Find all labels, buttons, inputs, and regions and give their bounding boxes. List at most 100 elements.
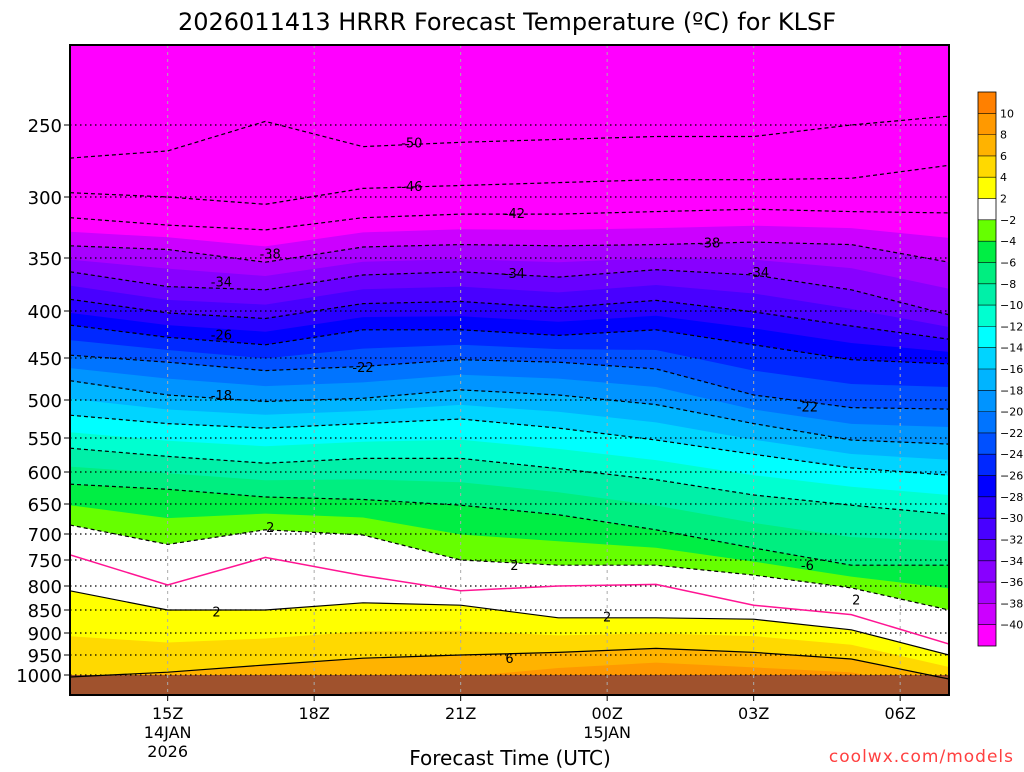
isotherm--14 — [70, 414, 949, 476]
x-tick-label: 15Z — [152, 704, 183, 723]
y-tick-label: 250 — [28, 116, 62, 137]
contour-label: -46 — [401, 180, 422, 195]
x-tick-date-label: 15JAN — [583, 723, 631, 742]
isotherm--22 — [70, 354, 949, 410]
colorbar-swatch — [978, 113, 996, 135]
colorbar-swatch — [978, 262, 996, 284]
colorbar-swatch — [978, 177, 996, 199]
y-tick-label: 350 — [28, 249, 62, 270]
contour-label: 2 — [266, 521, 274, 536]
grid-lines — [70, 45, 949, 695]
colorbar-swatch — [978, 92, 996, 114]
isotherm--6 — [70, 483, 949, 566]
colorbar-swatch — [978, 539, 996, 561]
colorbar-swatch — [978, 432, 996, 455]
isotherm--34 — [70, 269, 949, 316]
x-tick-label: 06Z — [885, 704, 916, 723]
y-tick-label: 300 — [28, 188, 62, 209]
colorbar-label: −40 — [1000, 619, 1023, 632]
isotherm--30 — [70, 298, 949, 340]
colorbar-swatch — [978, 454, 996, 476]
y-tick-label: 650 — [28, 495, 62, 516]
colorbar-label: 2 — [1000, 193, 1007, 206]
colorbar-swatch — [978, 347, 996, 369]
contour-label: -34 — [504, 267, 525, 282]
x-tick-label: 00Z — [592, 704, 623, 723]
freezing-line — [70, 554, 949, 645]
chart-title: 2026011413 HRRR Forecast Temperature (ºC… — [178, 8, 836, 36]
colorbar-swatch — [978, 582, 996, 604]
y-tick-label: 1000 — [16, 666, 62, 687]
colorbar-swatch — [978, 155, 996, 178]
colorbar-label: −28 — [1000, 491, 1023, 504]
isotherm--10 — [70, 447, 949, 515]
colorbar-label: 8 — [1000, 129, 1007, 142]
x-axis-label: Forecast Time (UTC) — [409, 746, 611, 768]
colorbar-label: −8 — [1000, 278, 1016, 291]
isotherm-contours — [70, 115, 949, 680]
colorbar-swatch — [978, 603, 996, 625]
isotherm-2 — [70, 590, 949, 656]
contour-label: -38 — [260, 247, 281, 262]
colorbar-swatch — [978, 369, 996, 391]
colorbar-swatch — [978, 305, 996, 327]
contour-label: -38 — [699, 236, 720, 251]
colorbar-swatch — [978, 241, 996, 263]
colorbar-label: 4 — [1000, 171, 1007, 184]
y-tick-label: 700 — [28, 525, 62, 546]
x-tick-date-label: 2026 — [147, 742, 188, 761]
colorbar-label: −16 — [1000, 363, 1023, 376]
y-tick-label: 850 — [28, 601, 62, 622]
x-tick-label: 21Z — [445, 704, 476, 723]
colorbar-label: −14 — [1000, 342, 1023, 355]
isotherm--26 — [70, 324, 949, 365]
contour-label: -34 — [211, 275, 232, 290]
contour-label: -50 — [401, 137, 422, 152]
isotherm--50 — [70, 115, 949, 159]
fill-band--42-to--40 — [70, 45, 949, 247]
contour-label: -18 — [211, 389, 232, 404]
colorbar-swatch — [978, 219, 996, 242]
y-axis: 2503003504004505005506006507007508008509… — [16, 116, 70, 687]
colorbar-label: −4 — [1000, 235, 1016, 248]
y-tick-label: 400 — [28, 302, 62, 323]
isotherm--38 — [70, 241, 949, 263]
contour-labels: -50 -46 -42 -38 -38 -34 -34 -34 -26 -22 -22 -18 2 2 2 2… — [211, 137, 861, 667]
contour-label: -34 — [748, 266, 769, 281]
colorbar-label: −38 — [1000, 597, 1023, 610]
colorbar-label: 10 — [1000, 107, 1014, 120]
plot-frame — [69, 44, 950, 696]
contour-label: -26 — [211, 328, 232, 343]
colorbar-swatch — [978, 496, 996, 519]
colorbar-swatch — [978, 283, 996, 306]
watermark: coolwx.com/models — [829, 747, 1014, 767]
colorbar-label: −26 — [1000, 470, 1023, 483]
y-tick-label: 550 — [28, 429, 62, 450]
x-tick-date-label: 14JAN — [144, 723, 192, 742]
x-tick-label: 18Z — [299, 704, 330, 723]
y-tick-label: 600 — [28, 463, 62, 484]
contour-label: 2 — [510, 559, 518, 574]
y-tick-label: 900 — [28, 624, 62, 645]
contour-label: -6 — [801, 559, 814, 574]
colorbar-label: −24 — [1000, 448, 1023, 461]
contour-label: -22 — [797, 401, 818, 416]
isotherm--46 — [70, 164, 949, 205]
contour-label: 6 — [505, 652, 513, 667]
colorbar-label: −12 — [1000, 320, 1023, 333]
isotherm--18 — [70, 380, 949, 445]
colorbar-label: −18 — [1000, 384, 1023, 397]
contour-label: 2 — [852, 593, 860, 608]
colorbar-label: −32 — [1000, 533, 1023, 546]
isotherm-6 — [70, 647, 949, 680]
colorbar-swatch — [978, 560, 996, 583]
y-tick-label: 800 — [28, 577, 62, 598]
y-tick-label: 750 — [28, 551, 62, 572]
temperature-fill-bands — [70, 45, 949, 695]
colorbar-label: −2 — [1000, 214, 1016, 227]
colorbar-swatch — [978, 326, 996, 348]
colorbar-swatch — [978, 198, 996, 220]
colorbar-swatch — [978, 390, 996, 412]
